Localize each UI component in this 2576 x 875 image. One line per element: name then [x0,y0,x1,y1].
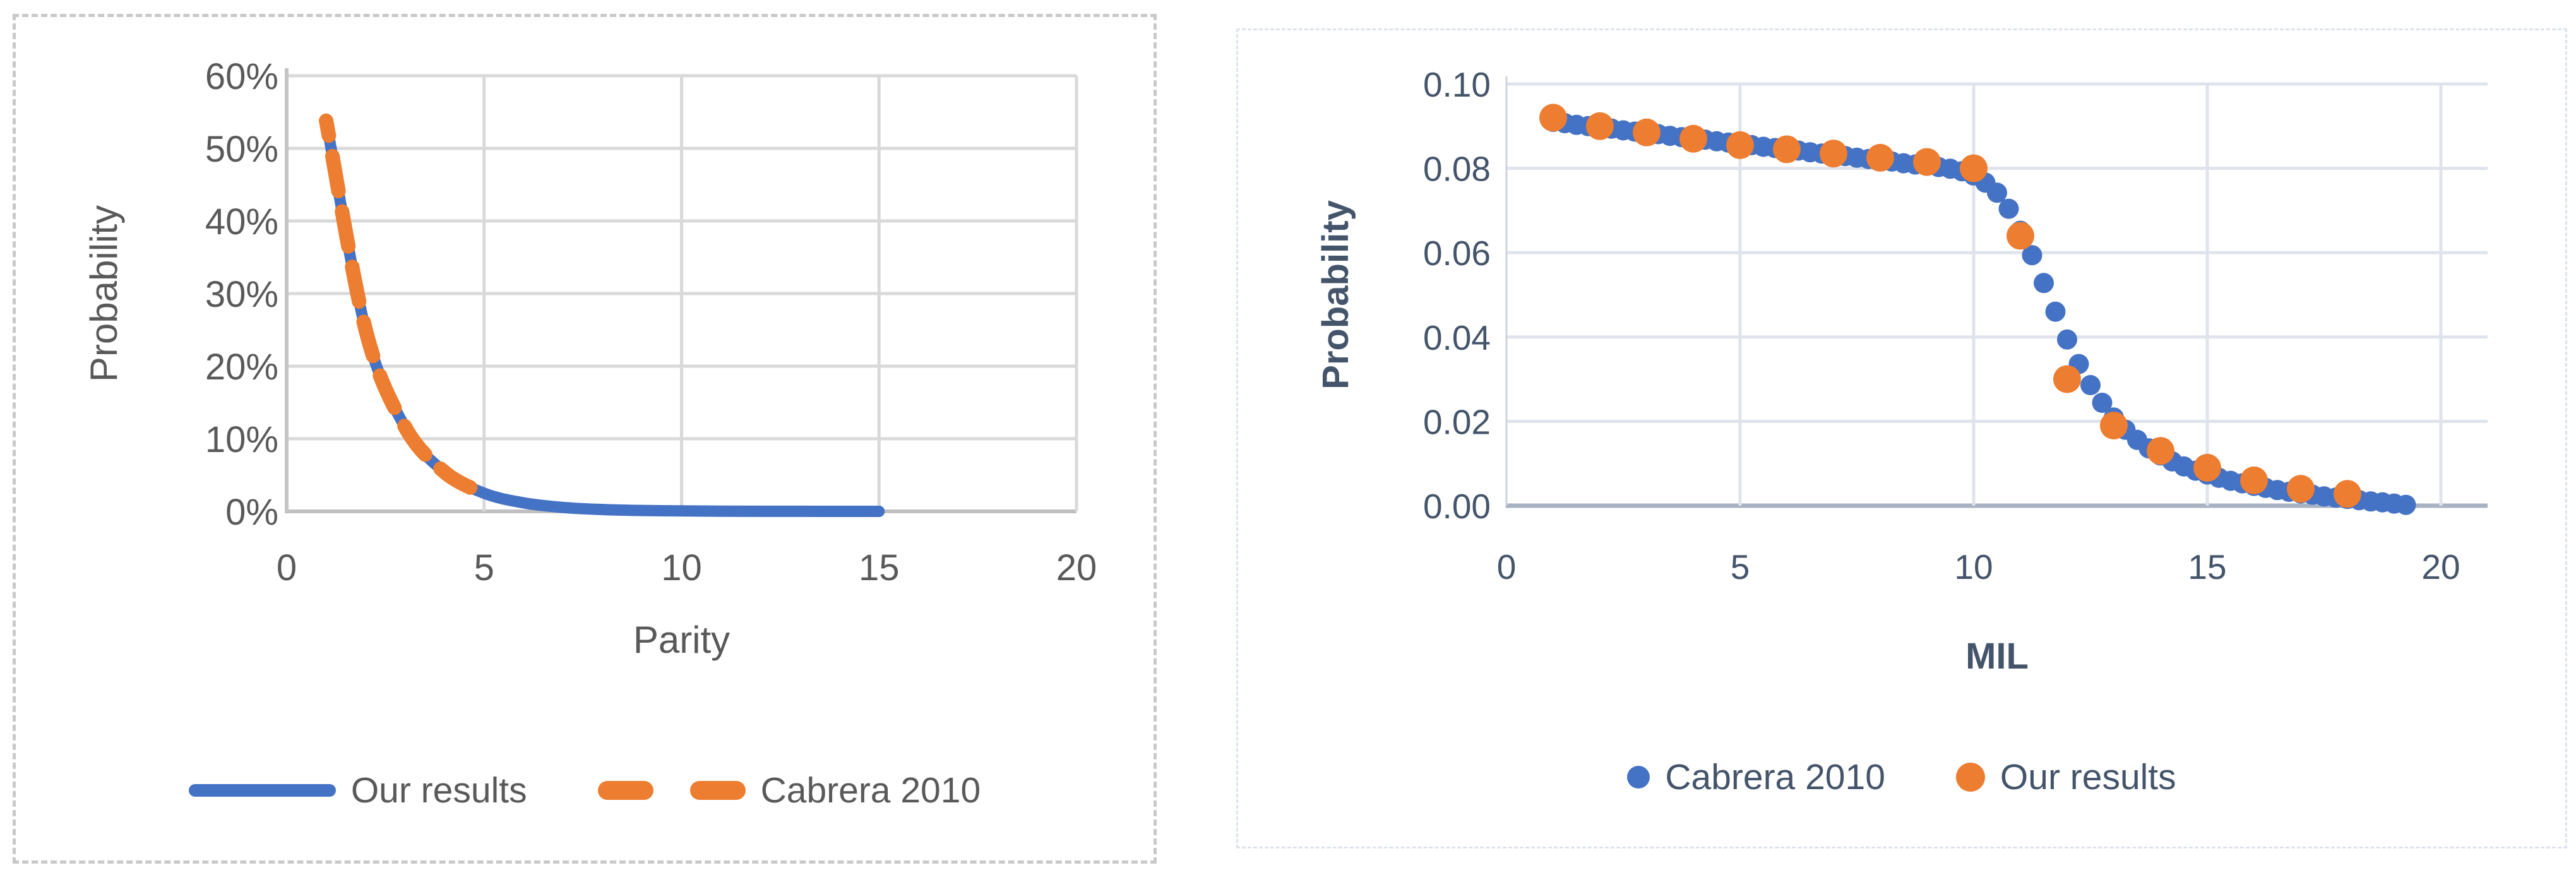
parity-plot-area: 0 5 10 15 20 0% 10% 20% 30% 40% 50% 60% [205,56,1097,588]
legend-item-cabrera-dots: Cabrera 2010 [1627,756,1885,798]
y-tick-label: 0% [225,492,278,533]
y-tick-label: 50% [205,129,278,170]
parity-chart-panel: 0 5 10 15 20 0% 10% 20% 30% 40% 50% 60% Probability… [13,14,1157,864]
legend-label-our-results: Our results [2000,757,2176,797]
x-tick-label: 15 [2188,547,2226,586]
legend-item-cabrera-dashes: Cabrera 2010 [597,770,981,811]
legend-label-cabrera: Cabrera 2010 [760,770,981,811]
parity-x-axis-title: Parity [633,619,730,661]
parity-y-axis-title: Probability [83,205,125,383]
y-tick-label: 0.08 [1423,150,1491,189]
blue-dot-swatch-icon [1627,766,1650,789]
x-tick-label: 10 [661,547,702,588]
mil-plot-area: 0 5 10 15 20 0.00 0.02 0.04 0.06 0.08 0.10 [1423,65,2488,586]
legend-label-cabrera: Cabrera 2010 [1665,757,1885,797]
orange-dash-swatch-icon [597,781,746,800]
y-tick-label: 0.10 [1423,65,1491,104]
our-results-series [320,115,885,518]
y-tick-label: 30% [205,274,278,315]
x-tick-label: 0 [1497,547,1517,586]
legend-item-our-results-dots: Our results [1955,756,2176,798]
y-tick-label: 60% [205,56,278,97]
our-results-series [1539,104,2361,508]
x-tick-label: 20 [1056,547,1097,588]
y-tick-label: 0.04 [1423,318,1491,357]
mil-chart-panel: 0 5 10 15 20 0.00 0.02 0.04 0.06 0.08 0.10 Probabi… [1236,28,2567,848]
x-tick-label: 5 [474,547,494,588]
mil-y-axis-title: Probability [1315,200,1356,390]
y-tick-label: 10% [205,419,278,460]
x-tick-label: 20 [2421,547,2460,586]
cabrera-2010-series [319,113,487,499]
y-tick-label: 0.06 [1423,234,1491,273]
mil-legend: Cabrera 2010 Our results [1238,756,2565,798]
x-tick-label: 10 [1954,547,1993,586]
mil-x-axis-title: MIL [1965,636,2029,677]
parity-legend: Our results Cabrera 2010 [16,770,1154,811]
y-tick-label: 40% [205,201,278,242]
y-tick-label: 20% [205,347,278,388]
x-tick-label: 5 [1731,547,1750,586]
x-tick-label: 15 [859,547,900,588]
legend-item-our-results-line: Our results [188,770,527,811]
y-tick-label: 0.00 [1423,487,1491,526]
legend-label-our-results: Our results [350,770,527,811]
x-tick-label: 0 [277,547,297,588]
blue-line-swatch-icon [188,784,336,797]
y-tick-label: 0.02 [1423,402,1491,441]
orange-dot-swatch-icon [1955,763,1985,792]
